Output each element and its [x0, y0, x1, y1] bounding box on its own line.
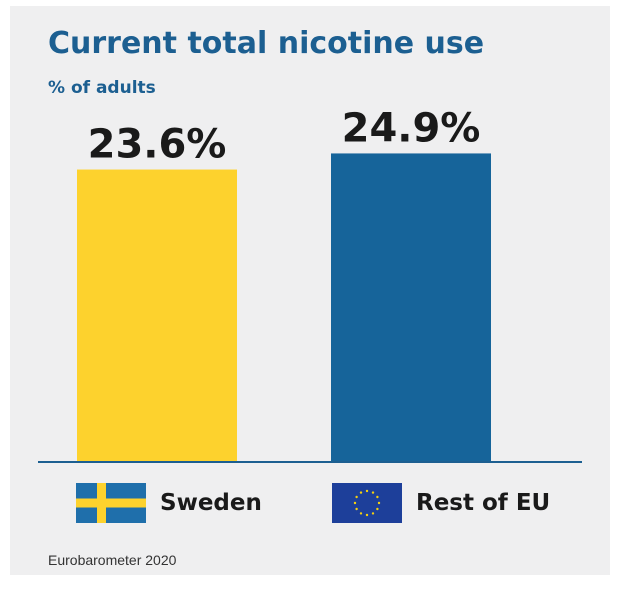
- eu-star-icon: [359, 491, 363, 494]
- eu-star-icon: [371, 491, 375, 494]
- source-note: Eurobarometer 2020: [48, 552, 177, 568]
- eu-flag-icon: [332, 483, 402, 523]
- eu-star-icon: [365, 489, 369, 493]
- bars-layer: 23.6% 24.9%: [77, 105, 491, 462]
- eu-star-icon: [365, 513, 369, 517]
- bar-rest-of-eu: [331, 153, 491, 462]
- bar-sweden: [77, 169, 237, 462]
- eu-star-icon: [355, 495, 358, 499]
- legend-label-rest-of-eu: Rest of EU: [416, 490, 551, 516]
- eu-star-icon: [359, 512, 363, 515]
- legend-item-sweden: Sweden: [76, 483, 262, 523]
- chart-title: Current total nicotine use: [48, 26, 485, 61]
- eu-star-icon: [376, 507, 379, 511]
- bar-chart: 23.6% 24.9%: [38, 105, 582, 463]
- sweden-flag-icon: [76, 483, 146, 523]
- eu-star-icon: [377, 501, 381, 505]
- eu-star-icon: [355, 507, 358, 511]
- eu-star-icon: [353, 501, 357, 505]
- legend-label-sweden: Sweden: [160, 490, 262, 516]
- eu-star-icon: [376, 495, 379, 499]
- chart-card: Current total nicotine use % of adults 2…: [10, 6, 610, 575]
- legend-item-rest-of-eu: Rest of EU: [332, 483, 550, 523]
- chart-subtitle: % of adults: [48, 78, 156, 98]
- data-label-sweden: 23.6%: [88, 122, 227, 168]
- data-label-rest-of-eu: 24.9%: [342, 105, 481, 151]
- eu-star-icon: [371, 512, 375, 515]
